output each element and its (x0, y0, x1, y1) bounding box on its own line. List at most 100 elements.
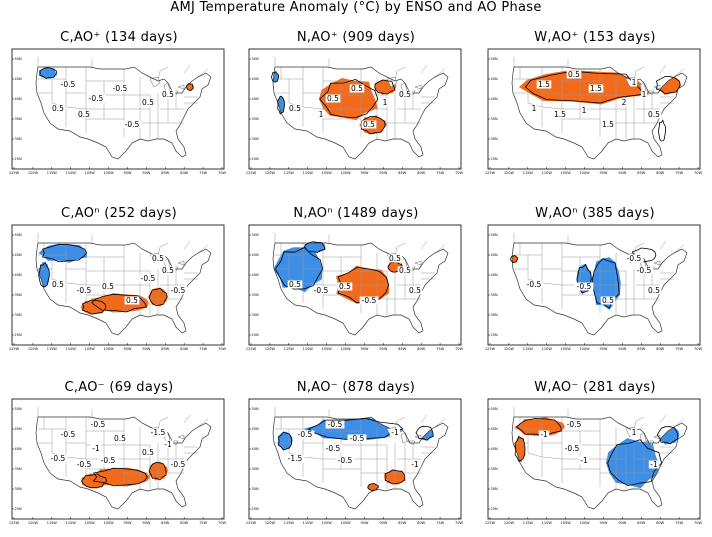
contour-label-bg (646, 286, 662, 295)
x-tick-label: 95W (599, 347, 607, 351)
y-tick-label: 50N (491, 407, 498, 411)
y-tick-label: 25N (252, 507, 259, 511)
y-tick-label: 50N (491, 233, 498, 237)
contour-label: 0.5 (568, 70, 580, 79)
x-tick-label: 90W (618, 171, 626, 175)
contour-label: 0.5 (399, 266, 411, 275)
contour-label-bg (648, 460, 660, 469)
x-tick-label: 115W (284, 347, 295, 351)
x-tick-label: 115W (284, 171, 295, 175)
contour-label: 0.5 (648, 110, 660, 119)
x-tick-label: 75W (436, 347, 444, 351)
x-tick-label: 75W (675, 521, 683, 525)
x-tick-label: 90W (142, 171, 150, 175)
panel-n-aom: N,AO⁻ (878 days) -1.5 -0.5 -1 -1 -0.5 -0.5 -0.… (245, 380, 467, 528)
y-tick-label: 35N (252, 117, 259, 121)
panel-n-aop: N,AO⁺ (909 days) 0.5 0.5 1 1 0.5 0.5 0.5 125W 12… (245, 30, 467, 178)
x-tick-label: 75W (436, 521, 444, 525)
axis-ticks: 125W 120W 115W 110W 105W 100W 95W 90W 85W 80W 75W 7… (9, 407, 227, 525)
anomaly-fill-cold (38, 67, 57, 79)
map-c-aop: -0.5 -0.5 -0.5 0.5 0.5 -0.5 0.5 0.5 125W 120W 115W… (9, 48, 227, 175)
y-tick-label: 30N (491, 487, 498, 491)
x-tick-label: 80W (417, 521, 425, 525)
contour-label: 1 (319, 110, 324, 119)
y-tick-label: 40N (15, 447, 22, 451)
contour-label-bg (148, 428, 168, 437)
x-tick-label: 105W (85, 171, 96, 175)
contour-label-bg (397, 90, 413, 99)
x-tick-label: 80W (180, 347, 188, 351)
contour-label-bg (646, 110, 662, 119)
x-tick-label: 80W (656, 521, 664, 525)
x-tick-label: 125W (246, 347, 257, 351)
contour-label-bg (335, 456, 355, 465)
x-tick-label: 95W (360, 521, 368, 525)
panel-c-aom: C,AO⁻ (69 days) -1 -0.5 -0.5 -1.5 -0.5 -0.5 -0… (8, 380, 230, 528)
contour-label-bg (349, 84, 365, 93)
us-coastline (272, 66, 449, 160)
x-tick-label: 100W (103, 521, 114, 525)
x-tick-label: 90W (142, 347, 150, 351)
x-tick-label: 90W (379, 347, 387, 351)
x-tick-label: 120W (504, 347, 515, 351)
x-tick-label: 95W (123, 171, 131, 175)
x-tick-label: 120W (28, 347, 39, 351)
axis-ticks: 125W 120W 115W 110W 105W 100W 95W 90W 85W 80W 75W 7… (246, 233, 464, 351)
contour-label: 0.5 (399, 90, 411, 99)
y-tick-label: 50N (15, 233, 22, 237)
panel-title: W,AO⁺ (153 days) (534, 30, 656, 45)
anomaly-fills (273, 243, 403, 304)
contour-label-bg (630, 78, 638, 87)
contour-label-bg (50, 280, 66, 289)
contour-label-bg (162, 440, 174, 449)
y-tick-label: 40N (252, 97, 259, 101)
y-tick-label: 25N (252, 157, 259, 161)
canada-boundary (37, 233, 209, 258)
us-coastline (511, 66, 688, 160)
contour-labels: -1-0.5 -0.5-1.5-0.5-0.5-0.5-10.50.5-0.5 (48, 420, 188, 469)
y-tick-label: 25N (491, 507, 498, 511)
contour-label-bg (311, 286, 331, 295)
y-tick-label: 45N (15, 253, 22, 257)
contour-label-bg (323, 444, 343, 453)
axis-ticks: 125W 120W 115W 110W 105W 100W 95W 90W 85W 80W 75W 7… (9, 233, 227, 351)
contour-lines (277, 417, 434, 491)
contour-label: 0.5 (409, 286, 421, 295)
contour-label: -0.5 (527, 280, 542, 289)
x-tick-label: 110W (303, 347, 314, 351)
contour-label-bg (168, 286, 188, 295)
contour-label: 0.5 (126, 296, 138, 305)
contour-label-bg (112, 434, 128, 443)
x-tick-label: 125W (246, 521, 257, 525)
y-tick-label: 30N (15, 313, 22, 317)
axis-ticks: 125W 120W 115W 110W 105W 100W 95W 90W 85W 80W 75W 7… (485, 233, 703, 351)
canada-boundary (513, 233, 685, 258)
contour-label: 1 (632, 428, 637, 437)
panel-title: N,AOⁿ (1489 days) (293, 206, 419, 221)
anomaly-fill-cold (273, 247, 323, 293)
contour-label-bg (150, 254, 166, 263)
y-tick-label: 40N (491, 447, 498, 451)
contour-label: -1 (391, 428, 399, 437)
x-tick-label: 105W (561, 171, 572, 175)
x-tick-label: 105W (85, 347, 96, 351)
x-tick-label: 100W (340, 521, 351, 525)
y-tick-label: 35N (491, 293, 498, 297)
y-tick-label: 35N (491, 467, 498, 471)
contour-label-bg (287, 280, 303, 289)
x-tick-label: 70W (218, 171, 226, 175)
x-tick-label: 120W (28, 521, 39, 525)
contour-label: -0.5 (171, 286, 186, 295)
x-tick-label: 105W (322, 171, 333, 175)
x-tick-label: 120W (28, 171, 39, 175)
x-tick-label: 80W (417, 347, 425, 351)
x-tick-label: 70W (218, 521, 226, 525)
contour-label: -0.5 (577, 282, 592, 291)
contour-label: -1.5 (288, 454, 303, 463)
panel-c-aon: C,AOⁿ (252 days) -0.5 -0.5 0.5 0.5 0.5 0.5 0.5… (8, 206, 230, 354)
canada-boundary (37, 407, 209, 432)
y-tick-label: 25N (252, 333, 259, 337)
contour-label-bg (600, 296, 616, 305)
axis-ticks: 125W 120W 115W 110W 105W 100W 95W 90W 85W 80W 75W 7… (9, 57, 227, 175)
